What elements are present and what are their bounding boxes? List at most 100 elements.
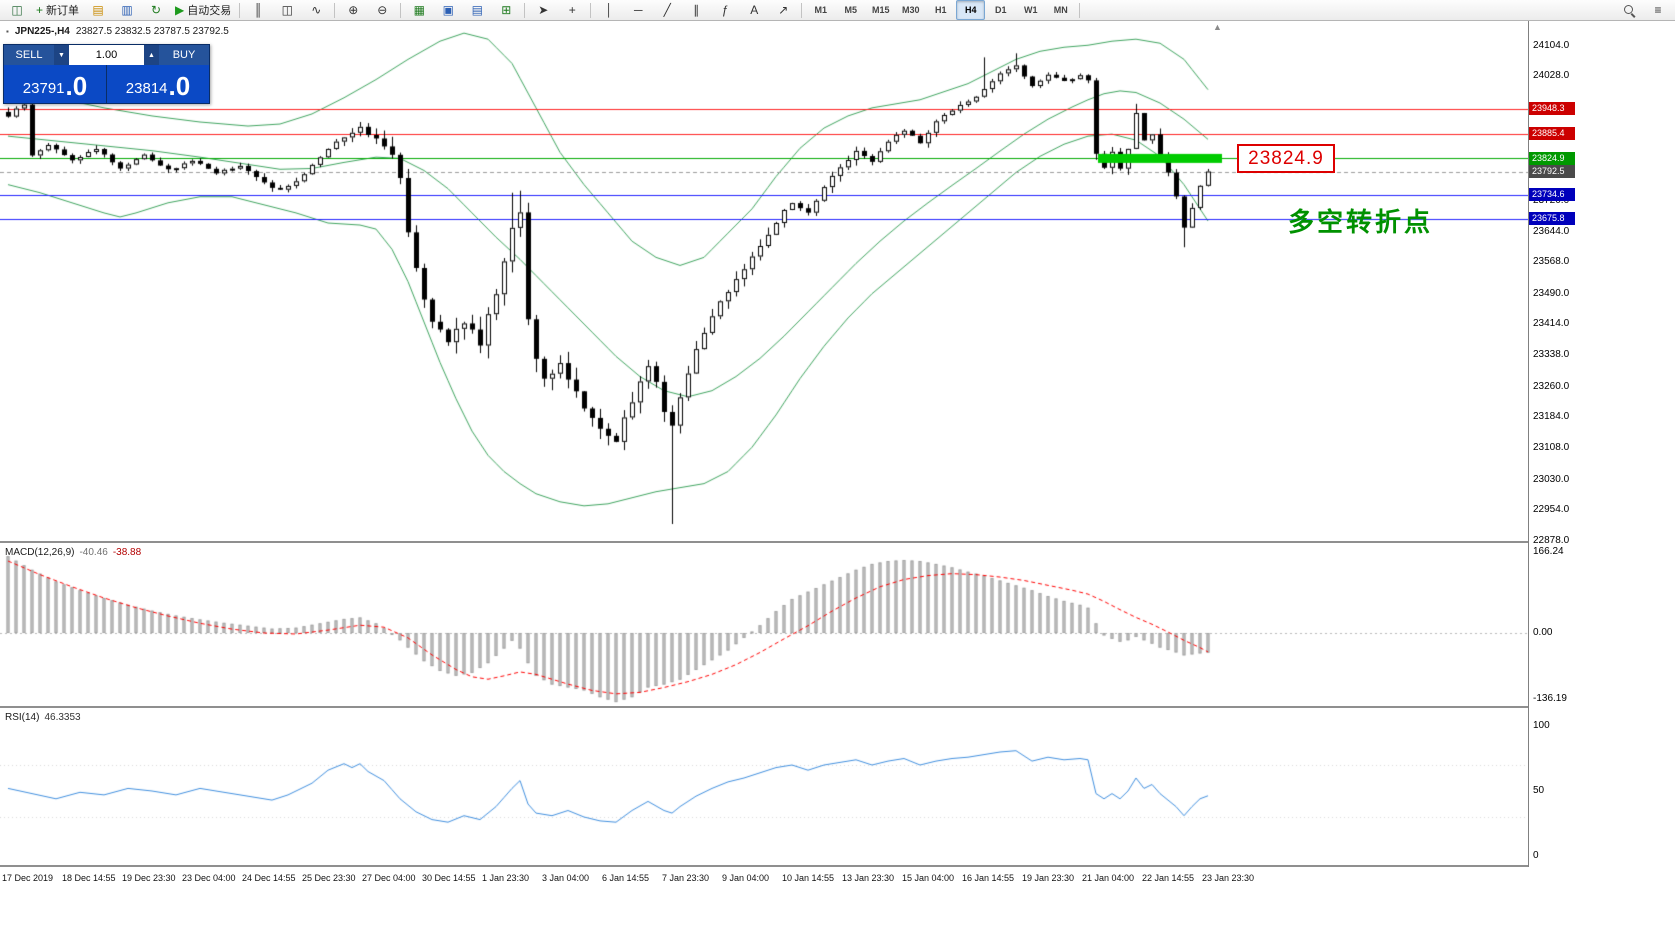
market-watch-icon[interactable]: ▤ — [84, 0, 112, 20]
macd-name: MACD(12,26,9) — [5, 547, 75, 558]
panel-separator[interactable] — [0, 541, 1675, 543]
indicators-icon-glyph: ⊞ — [501, 3, 512, 17]
volume-input[interactable] — [69, 45, 144, 65]
highlight-price-label[interactable]: 23824.9 — [1237, 144, 1335, 173]
toolbar-right-group: ≡ — [1615, 0, 1672, 20]
rsi-axis-label: 100 — [1533, 720, 1550, 731]
chart-title: ▪ JPN225-,H4 23827.5 23832.5 23787.5 237… — [6, 26, 229, 37]
ohlc-values: 23827.5 23832.5 23787.5 23792.5 — [75, 26, 229, 37]
sell-price-big: .0 — [65, 71, 88, 101]
time-axis-label: 23 Jan 23:30 — [1202, 873, 1255, 883]
time-axis-label: 17 Dec 2019 — [2, 873, 54, 883]
time-axis[interactable]: 17 Dec 2019 18 Dec 14:55 19 Dec 23:30 23 De… — [0, 867, 1675, 895]
tile-windows-icon-glyph: ▣ — [442, 3, 454, 17]
time-axis-label: 9 Jan 04:00 — [722, 873, 770, 883]
arrows-icon-glyph: ↗ — [778, 3, 789, 17]
sell-button[interactable]: SELL — [15, 49, 43, 61]
arrows-icon[interactable]: ↗ — [769, 0, 797, 20]
macd-canvas[interactable] — [0, 543, 1528, 706]
timeframe-h1[interactable]: H1 — [934, 5, 947, 15]
layout-menu-icon-glyph: ≡ — [1654, 3, 1662, 17]
price-axis-label: 23644.0 — [1533, 225, 1570, 237]
main-chart-canvas[interactable] — [0, 21, 1528, 541]
macd-signal-value: -38.88 — [112, 547, 142, 558]
price-axis-badge: 23824.9 — [1529, 151, 1575, 165]
buy-button[interactable]: BUY — [172, 49, 196, 61]
candle-chart-icon[interactable]: ◫ — [273, 0, 301, 20]
price-axis-badge: 23885.4 — [1529, 127, 1575, 141]
volume-decrease-button[interactable]: ▼ — [54, 45, 69, 65]
rsi-canvas[interactable] — [0, 708, 1528, 865]
timeframe-m30[interactable]: M30 — [901, 5, 920, 15]
macd-axis-label: 0.00 — [1533, 627, 1553, 638]
chart-windows-icon-glyph: ▥ — [121, 3, 133, 17]
app-icon[interactable]: ◫ — [3, 0, 31, 20]
grid-icon[interactable]: ▦ — [405, 0, 433, 20]
autotrade-button[interactable]: ▶ 自动交易 — [171, 0, 235, 20]
channel-icon-glyph: ∥ — [693, 3, 700, 17]
line-chart-icon[interactable]: ∿ — [302, 0, 330, 20]
line-chart-icon-glyph: ∿ — [311, 3, 322, 17]
time-axis-label: 1 Jan 23:30 — [482, 873, 530, 883]
price-axis-badge: 23948.3 — [1529, 102, 1575, 116]
time-axis-label: 10 Jan 14:55 — [782, 873, 835, 883]
time-axis-label: 18 Dec 14:55 — [62, 873, 116, 883]
zoom-in-icon[interactable]: ⊕ — [339, 0, 367, 20]
cascade-windows-icon[interactable]: ▤ — [463, 0, 491, 20]
new-order-button[interactable]: + 新订单 — [32, 0, 83, 20]
candle-chart-icon-glyph: ◫ — [281, 3, 293, 17]
autotrade-button-glyph: ▶ — [175, 3, 185, 17]
timeframe-d1[interactable]: D1 — [994, 5, 1007, 15]
timeframe-mn[interactable]: MN — [1053, 5, 1068, 15]
rsi-value: 46.3353 — [44, 712, 81, 723]
cursor-icon[interactable]: ➤ — [529, 0, 557, 20]
zoom-out-icon[interactable]: ⊖ — [368, 0, 396, 20]
toolbar-separator — [334, 2, 336, 18]
toolbar-separator — [801, 2, 803, 18]
price-axis-label: 24104.0 — [1533, 39, 1570, 51]
market-watch-icon-glyph: ▤ — [92, 3, 104, 17]
timeframe-w1[interactable]: W1 — [1024, 5, 1038, 15]
sell-price-main: 23791 — [22, 80, 65, 97]
crosshair-icon[interactable]: + — [558, 0, 586, 20]
timeframe-m5[interactable]: M5 — [844, 5, 857, 15]
time-axis-label: 6 Jan 14:55 — [602, 873, 650, 883]
fibonacci-icon[interactable]: ƒ — [711, 0, 739, 20]
timeframe-m15[interactable]: M15 — [871, 5, 890, 15]
horizontal-line-icon[interactable]: ─ — [624, 0, 652, 20]
text-icon[interactable]: A — [740, 0, 768, 20]
refresh-icon[interactable]: ↻ — [142, 0, 170, 20]
vertical-line-icon[interactable]: │ — [595, 0, 623, 20]
new-order-button-glyph: + — [36, 3, 44, 17]
indicators-icon[interactable]: ⊞ — [492, 0, 520, 20]
zoom-in-icon-glyph: ⊕ — [348, 3, 359, 17]
chart-title-icon: ▪ — [6, 27, 9, 36]
timeframe-m1[interactable]: M1 — [814, 5, 827, 15]
buy-price[interactable]: 23814 .0 — [106, 65, 209, 103]
time-axis-label: 13 Jan 23:30 — [842, 873, 895, 883]
price-axis[interactable]: 24104.024028.023720.023644.023568.023490… — [1529, 21, 1675, 867]
volume-increase-button[interactable]: ▲ — [144, 45, 159, 65]
timeframe-h4[interactable]: H4 — [956, 0, 986, 20]
layout-menu-icon[interactable]: ≡ — [1644, 0, 1672, 20]
panel-separator[interactable] — [0, 865, 1675, 867]
sell-price[interactable]: 23791 .0 — [4, 65, 106, 103]
text-icon-glyph: A — [750, 3, 759, 17]
macd-axis-label: -136.19 — [1533, 693, 1567, 705]
tile-windows-icon[interactable]: ▣ — [434, 0, 462, 20]
chart-windows-icon[interactable]: ▥ — [113, 0, 141, 20]
channel-icon[interactable]: ∥ — [682, 0, 710, 20]
trendline-icon[interactable]: ╱ — [653, 0, 681, 20]
bar-chart-icon[interactable]: ║ — [244, 0, 272, 20]
macd-axis-label: 166.24 — [1533, 546, 1564, 558]
vertical-line-icon-glyph: │ — [605, 3, 614, 17]
chart-shift-marker[interactable]: ▲ — [1213, 22, 1222, 32]
chart-annotation-text[interactable]: 多空转折点 — [1288, 208, 1434, 238]
panel-separator[interactable] — [0, 706, 1675, 708]
toolbar-button-label: 新订单 — [46, 5, 80, 17]
search-icon[interactable] — [1615, 0, 1643, 20]
macd-main-value: -40.46 — [79, 547, 108, 558]
time-axis-label: 27 Dec 04:00 — [362, 873, 416, 883]
trade-panel-prices: 23791 .0 23814 .0 — [4, 65, 209, 103]
price-axis-badge: 23675.8 — [1529, 212, 1575, 226]
